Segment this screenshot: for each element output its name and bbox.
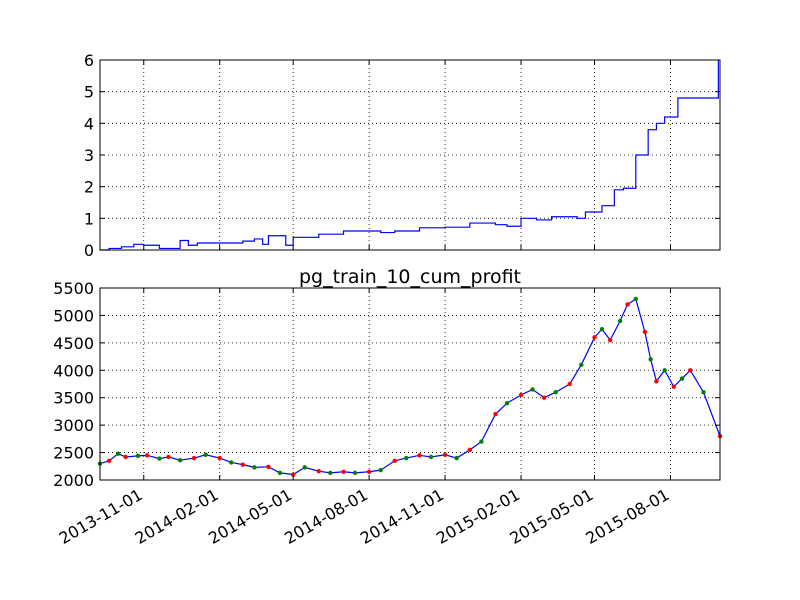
data-point [240,462,246,467]
data-point [579,362,584,367]
y-tick-label: 2 [84,178,94,197]
data-point [541,395,547,400]
y-tick-label: 5 [84,83,94,102]
data-point [671,384,676,389]
data-point [417,453,422,458]
y-tick-label: 3500 [53,389,94,408]
data-point [135,453,141,459]
y-tick-label: 4000 [53,361,94,380]
data-point [157,456,162,461]
top-chart: 0 1 2 3 4 5 6 [84,51,721,260]
data-point [442,452,448,457]
data-point [115,451,121,456]
data-point [229,460,234,465]
data-point [252,465,257,470]
data-point [553,390,558,395]
data-point [648,357,653,362]
data-point [217,455,222,461]
data-point [106,458,112,463]
data-point [592,335,597,340]
data-point [277,470,283,476]
data-point [166,454,171,460]
y-tick-label: 3000 [53,416,94,435]
data-point [467,447,473,453]
data-point [617,318,623,324]
y-tick-label: 1 [84,209,94,228]
y-tick-label: 0 [84,241,94,260]
y-tick-label: 4 [84,114,94,133]
data-point [633,296,638,302]
data-point [642,329,648,335]
data-point [144,453,150,458]
y-tick-label: 5000 [53,306,94,325]
y-tick-label: 3 [84,146,94,165]
data-point [352,470,358,476]
data-point [123,454,128,460]
top-series [100,60,719,251]
data-point [328,470,333,476]
data-point [679,376,685,381]
y-tick-label: 2500 [53,444,94,463]
data-point [688,368,693,373]
data-point [266,464,271,470]
top-ticks: 0 1 2 3 4 5 6 [84,51,720,260]
data-point [530,387,535,392]
data-point [701,390,706,395]
data-point [404,455,409,461]
data-point [493,411,498,417]
data-point [316,469,321,474]
data-point [479,439,484,444]
bottom-chart-title: pg_train_10_cum_profit [299,266,521,288]
y-tick-label: 4500 [53,334,94,353]
data-point [341,469,346,474]
data-point [504,401,510,406]
data-point [203,452,208,457]
data-point [366,469,372,474]
bottom-series [97,296,723,477]
bottom-axes-frame [99,287,721,481]
data-point [654,379,659,384]
data-point [290,472,296,477]
data-point [518,392,524,398]
data-point [599,326,605,332]
data-point [191,455,197,461]
data-point [428,454,434,460]
data-point [625,302,630,307]
y-tick-label: 6 [84,51,94,70]
data-point [567,381,572,387]
data-point [302,465,307,470]
data-point [607,337,613,343]
y-tick-label: 2000 [53,471,94,490]
data-point [454,455,459,461]
y-tick-label: 5500 [53,279,94,298]
data-point [392,458,397,463]
cum-profit-step-line [100,60,719,251]
data-point [177,458,183,463]
data-point [662,368,667,373]
data-point [378,467,383,473]
